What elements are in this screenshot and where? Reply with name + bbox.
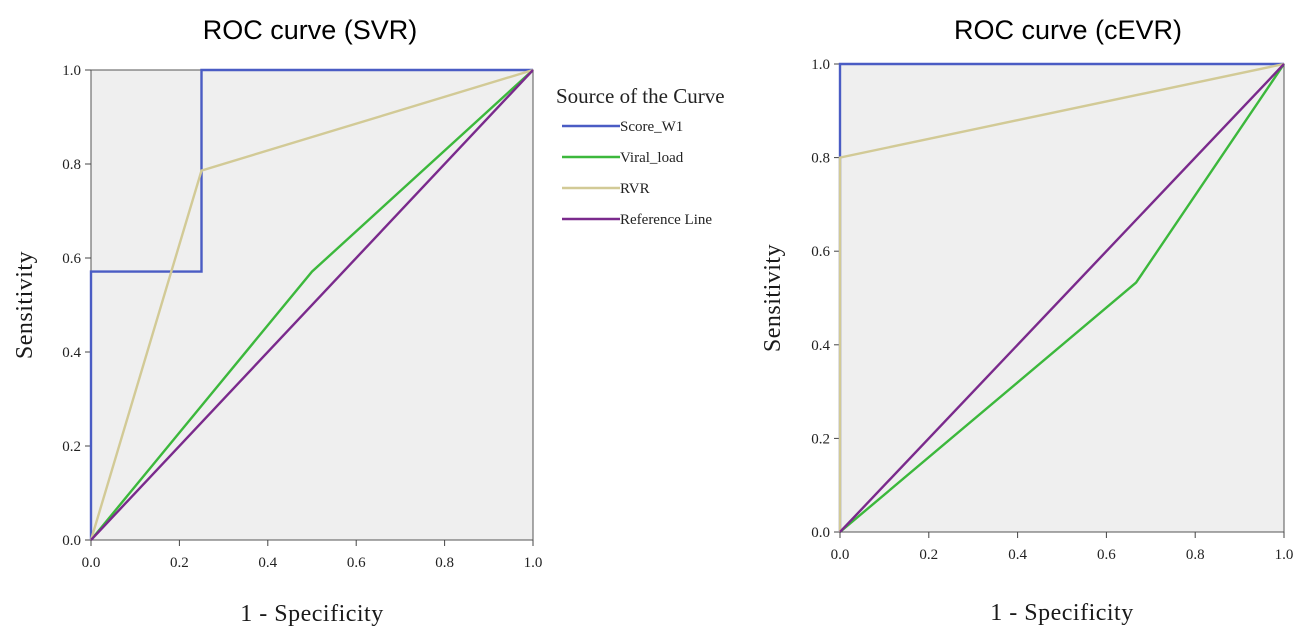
roc-chart-cevr: ROC curve (cEVR) 0.0 0.2 0.4 0.6 0.8 1.00.00.…	[760, 15, 1293, 626]
series-line-reference-line	[839, 63, 1285, 533]
series-line-viral-load	[90, 69, 534, 541]
x-tick-label: 0.4	[1008, 547, 1027, 563]
x-tick-label: 0.2	[919, 547, 938, 563]
x-tick-label: 1.0	[1275, 547, 1294, 563]
y-tick-label: 0.6	[811, 244, 830, 260]
series-group	[89, 68, 534, 541]
y-tick-label: 0.4	[811, 338, 830, 354]
x-tick-label: 0.0	[831, 547, 850, 563]
y-tick-label: 0.6	[62, 251, 81, 267]
series-line-score-w1	[89, 68, 533, 540]
chart-title: ROC curve (cEVR)	[954, 15, 1182, 45]
series-line-reference-line	[90, 69, 534, 541]
y-tick-label: 0.8	[811, 151, 830, 167]
y-tick-label: 0.2	[62, 439, 81, 455]
y-axis-label: Sensitivity	[760, 244, 786, 352]
chart-title: ROC curve (SVR)	[203, 15, 418, 45]
y-tick-label: 1.0	[811, 57, 830, 73]
x-axis-label: 1 - Specificity	[240, 601, 383, 627]
y-tick-label: 1.0	[62, 63, 81, 79]
x-tick-label: 0.2	[170, 555, 189, 571]
legend: Source of the Curve Score_W1 Viral_load RV…	[556, 84, 725, 228]
legend-label-rvr: RVR	[620, 181, 650, 197]
y-tick-label: 0.0	[811, 525, 830, 541]
series-line-rvr	[838, 62, 1285, 532]
legend-label-score-w1: Score_W1	[620, 119, 683, 135]
tick-group: 0.0 0.2 0.4 0.6 0.8 1.0 0.0 0.2 0.4 0.6 0.8 1.0	[811, 57, 1293, 563]
x-tick-label: 0.6	[347, 555, 366, 571]
x-tick-label: 0.8	[435, 555, 454, 571]
y-axis-label: Sensitivity	[12, 251, 38, 359]
legend-label-reference-line: Reference Line	[620, 212, 712, 228]
x-tick-label: 0.0	[82, 555, 101, 571]
x-tick-label: 0.8	[1186, 547, 1205, 563]
y-tick-label: 0.8	[62, 157, 81, 173]
y-tick-label: 0.2	[811, 431, 830, 447]
x-axis-label: 1 - Specificity	[990, 600, 1133, 626]
legend-items: Score_W1 Viral_load RVR Reference Line	[562, 119, 712, 228]
series-line-rvr	[89, 68, 534, 541]
y-tick-label: 0.0	[62, 533, 81, 549]
roc-chart-svr: ROC curve (SVR) 0.0 0.2 0.4 0.6 0.8 1.0 0.0 0.2…	[12, 15, 542, 627]
x-tick-label: 0.6	[1097, 547, 1116, 563]
y-tick-label: 0.4	[62, 345, 81, 361]
legend-label-viral-load: Viral_load	[620, 150, 684, 166]
series-line-viral-load	[839, 63, 1285, 533]
x-tick-label: 1.0	[524, 555, 543, 571]
x-tick-label: 0.4	[258, 555, 277, 571]
series-group	[838, 62, 1285, 533]
tick-group: 0.0 0.2 0.4 0.6 0.8 1.0 0.0 0.2 0.4 0.6 0.8 1.0	[62, 63, 542, 571]
legend-title: Source of the Curve	[556, 84, 725, 108]
